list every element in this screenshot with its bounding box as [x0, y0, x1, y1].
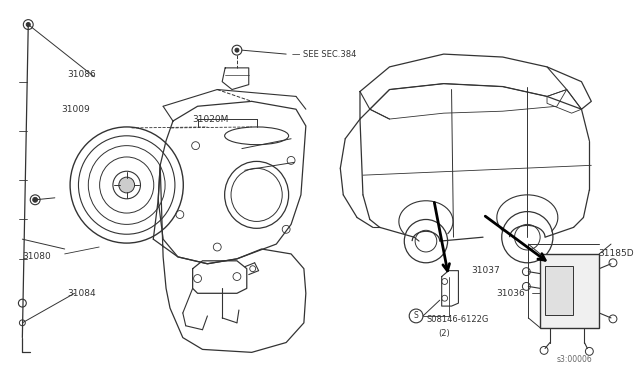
Circle shape	[26, 23, 30, 26]
Circle shape	[235, 48, 239, 52]
Text: 31080: 31080	[22, 252, 51, 262]
Bar	[540, 254, 599, 328]
Text: 31086: 31086	[68, 70, 97, 79]
Text: — SEE SEC.384: — SEE SEC.384	[292, 49, 356, 59]
Text: 31009: 31009	[61, 105, 90, 114]
Text: S08146-6122G: S08146-6122G	[427, 315, 490, 324]
Ellipse shape	[119, 177, 134, 193]
Text: 31037: 31037	[471, 266, 500, 275]
Text: 31036: 31036	[496, 289, 525, 298]
Text: (2): (2)	[439, 329, 451, 338]
Text: s3:00006: s3:00006	[557, 355, 593, 364]
Text: 31185D: 31185D	[598, 249, 634, 259]
Text: 31020M: 31020M	[193, 115, 229, 124]
Bar	[545, 266, 573, 315]
Text: 31084: 31084	[68, 289, 96, 298]
Text: S: S	[413, 311, 419, 320]
Circle shape	[33, 197, 38, 202]
